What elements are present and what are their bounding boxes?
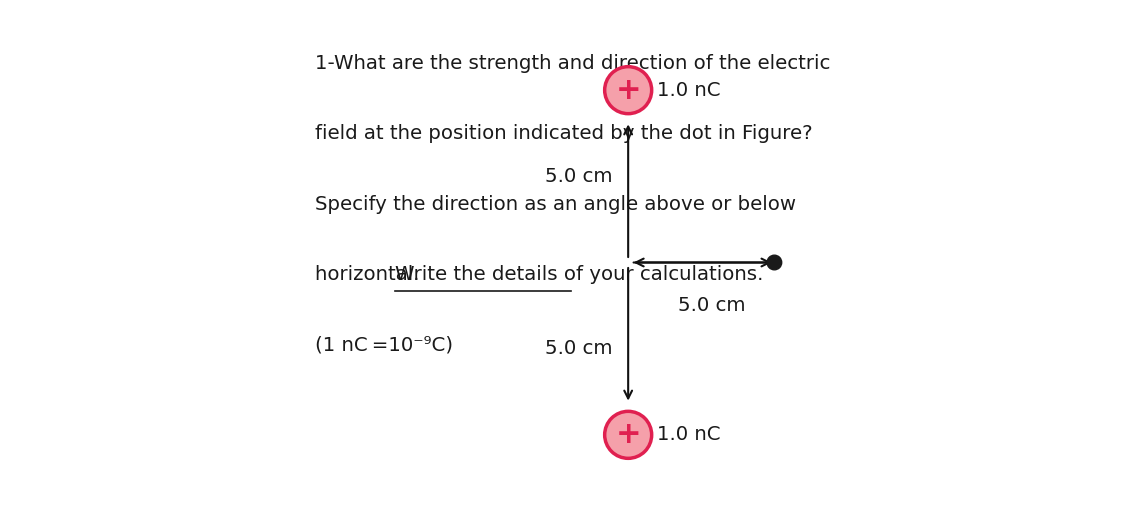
Text: Specify the direction as an angle above or below: Specify the direction as an angle above … xyxy=(314,195,796,214)
Text: +: + xyxy=(615,421,641,449)
Text: 5.0 cm: 5.0 cm xyxy=(545,167,613,186)
Text: Write the details of your calculations.: Write the details of your calculations. xyxy=(395,265,763,284)
Text: 5.0 cm: 5.0 cm xyxy=(545,339,613,358)
Text: +: + xyxy=(615,76,641,104)
Text: field at the position indicated by the dot in Figure?: field at the position indicated by the d… xyxy=(314,124,812,143)
Text: horizontal.: horizontal. xyxy=(314,265,425,284)
Circle shape xyxy=(605,411,651,458)
Text: 5.0 cm: 5.0 cm xyxy=(677,297,745,316)
Text: 1.0 nC: 1.0 nC xyxy=(657,81,720,100)
Text: 1.0 nC: 1.0 nC xyxy=(657,425,720,444)
Text: 1-What are the strength and direction of the electric: 1-What are the strength and direction of… xyxy=(314,54,830,72)
Circle shape xyxy=(605,67,651,114)
Text: (1 nC =10⁻⁹C): (1 nC =10⁻⁹C) xyxy=(314,335,452,354)
Circle shape xyxy=(767,255,782,270)
